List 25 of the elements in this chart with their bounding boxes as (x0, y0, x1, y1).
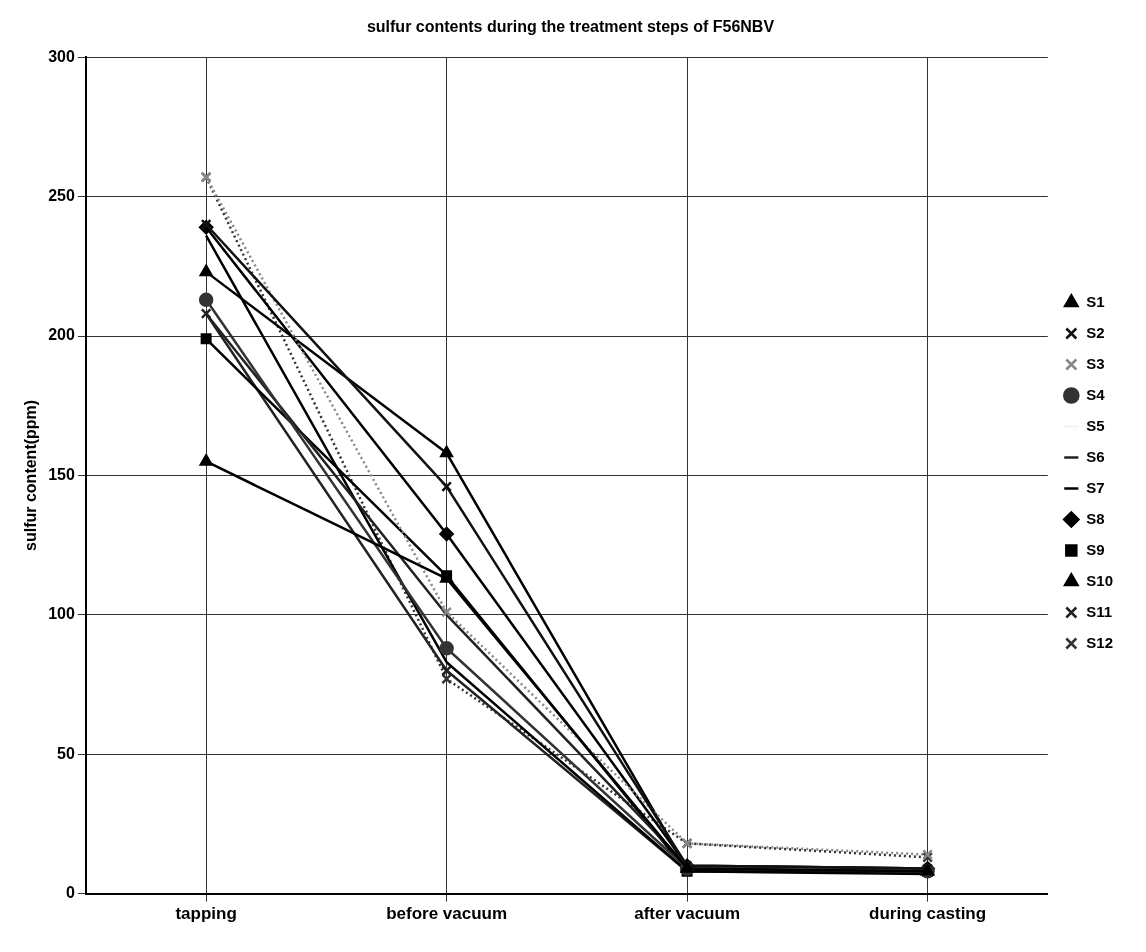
y-tick-label: 100 (48, 605, 75, 623)
legend-label: S7 (1086, 478, 1105, 496)
legend-label: S11 (1086, 602, 1113, 620)
legend-label: S10 (1086, 571, 1114, 589)
legend-label: S5 (1086, 416, 1105, 434)
x-tick-label: during casting (869, 904, 987, 924)
legend-label: S3 (1086, 354, 1105, 372)
y-tick-label: 200 (48, 326, 75, 344)
legend-label: S4 (1086, 385, 1106, 403)
chart-title: sulfur contents during the treatment steps of F56NBV (366, 18, 775, 36)
legend-label: S12 (1086, 633, 1114, 651)
y-tick-label: 150 (48, 465, 75, 483)
x-tick-label: tapping (175, 904, 237, 924)
legend-label: S8 (1086, 509, 1105, 527)
y-tick-label: 300 (48, 47, 75, 65)
legend-label: S6 (1086, 447, 1105, 465)
y-tick-label: 50 (57, 744, 75, 762)
x-tick-label: before vacuum (386, 904, 508, 924)
legend-label: S1 (1086, 292, 1105, 310)
legend-label: S2 (1086, 323, 1105, 341)
y-tick-label: 0 (65, 884, 75, 902)
legend-label: S9 (1086, 540, 1105, 558)
y-axis-title: sulfur content(ppm) (22, 399, 40, 551)
y-tick-label: 250 (48, 187, 75, 205)
x-tick-label: after vacuum (634, 904, 741, 924)
